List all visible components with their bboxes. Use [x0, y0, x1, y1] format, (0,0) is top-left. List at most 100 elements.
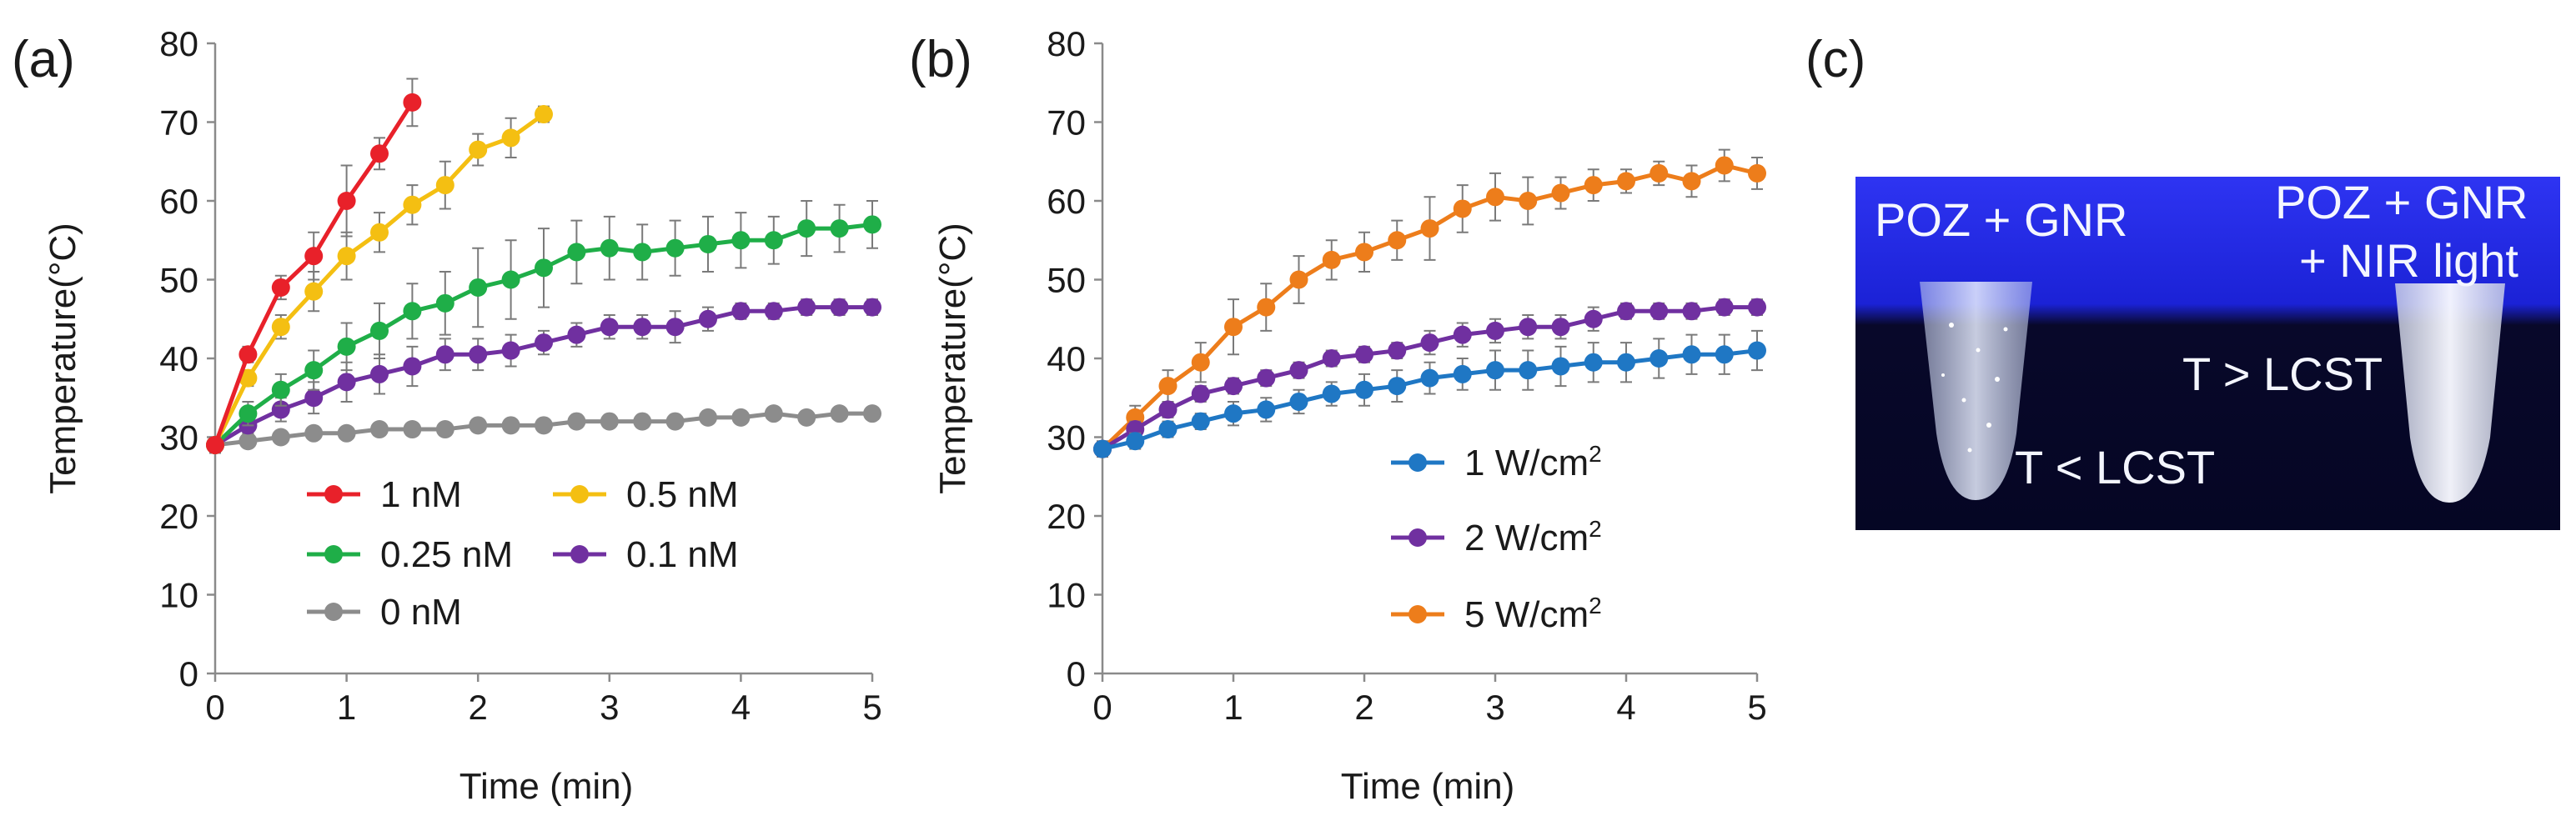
- legend-swatch-marker: [1409, 453, 1427, 472]
- chart-b-ytick-label: 30: [1047, 418, 1086, 458]
- data-point: [1486, 321, 1504, 340]
- data-point: [304, 247, 324, 266]
- data-point: [1682, 172, 1701, 191]
- chart-a-ytick-label: 0: [179, 654, 198, 693]
- chart-a-ytick-label: 60: [159, 182, 198, 221]
- data-point: [1126, 432, 1145, 451]
- chart-a-ytick-label: 70: [159, 103, 198, 143]
- chart-b-ytick-label: 70: [1047, 103, 1086, 143]
- chart-b-ticks: 0 10 20 30 40 50 60 70 80 0 1 2 3 4 5: [1047, 24, 1766, 727]
- chart-a-ytick-label: 30: [159, 418, 198, 458]
- data-point: [1584, 176, 1603, 195]
- data-point: [1650, 163, 1669, 183]
- panel-a-label: (a): [12, 31, 75, 88]
- chart-a-xtick-label: 4: [731, 688, 751, 727]
- chart-a-ytick-label: 50: [159, 261, 198, 300]
- data-point: [535, 416, 553, 435]
- data-point: [1158, 420, 1178, 439]
- data-point: [239, 368, 258, 388]
- data-point: [1617, 172, 1635, 191]
- photo-panel: (c) POZ + GNR POZ + GNR + NIR light T < …: [1805, 31, 2560, 530]
- chart-b-xtick-label: 0: [1092, 688, 1112, 727]
- data-point: [1257, 400, 1276, 419]
- data-point: [535, 333, 553, 353]
- data-point: [1519, 318, 1538, 337]
- legend-entry: 2 W/cm2: [1391, 516, 1602, 558]
- data-point: [830, 219, 849, 238]
- data-point: [1617, 353, 1635, 372]
- data-point: [1486, 361, 1504, 380]
- data-point: [1682, 302, 1701, 321]
- data-point: [863, 215, 881, 234]
- data-point: [1650, 302, 1669, 321]
- legend-swatch-marker: [570, 485, 589, 503]
- data-point: [1388, 341, 1407, 360]
- data-point: [370, 144, 389, 163]
- data-point: [1584, 353, 1603, 372]
- data-point: [665, 318, 685, 337]
- data-point: [1650, 349, 1669, 368]
- data-point: [1224, 318, 1243, 337]
- data-point: [239, 345, 258, 364]
- data-point: [1551, 318, 1570, 337]
- data-point: [633, 412, 652, 431]
- chart-b-ytick-label: 20: [1047, 497, 1086, 536]
- legend-entry: 5 W/cm2: [1391, 593, 1602, 635]
- legend-entry: 0.5 nM: [553, 474, 739, 515]
- data-point: [337, 373, 356, 392]
- data-point: [1257, 298, 1276, 317]
- data-point: [731, 408, 751, 427]
- data-point: [1748, 298, 1766, 317]
- data-point: [469, 140, 488, 159]
- data-point: [1420, 219, 1439, 238]
- chart-a-ticks: 0 10 20 30 40 50 60 70 80 0 1 2 3 4 5: [159, 24, 881, 727]
- legend-entry: 0.1 nM: [553, 534, 739, 575]
- chart-a-ytick-label: 80: [159, 24, 198, 63]
- left-tube-label: T < LCST: [2015, 441, 2215, 493]
- data-point: [403, 93, 422, 112]
- data-point: [1388, 377, 1407, 396]
- data-point: [633, 318, 652, 337]
- data-point: [1748, 341, 1766, 360]
- data-point: [1617, 302, 1635, 321]
- data-point: [1486, 188, 1504, 207]
- data-point: [699, 408, 717, 427]
- legend-swatch-marker: [1409, 528, 1427, 547]
- data-point: [600, 412, 619, 431]
- data-point: [1584, 309, 1603, 328]
- data-point: [1355, 380, 1373, 399]
- legend-label: 0 nM: [380, 592, 462, 633]
- chart-a-series-1-nm: [206, 78, 422, 454]
- chart-b-ytick-label: 10: [1047, 576, 1086, 615]
- data-point: [304, 388, 324, 408]
- data-point: [797, 408, 816, 427]
- chart-a-ytick-label: 40: [159, 339, 198, 378]
- data-point: [370, 420, 389, 439]
- data-point: [1453, 199, 1472, 218]
- data-point: [830, 298, 849, 317]
- chart-b-marks: [1093, 148, 1766, 458]
- data-point: [1420, 333, 1439, 353]
- data-point: [699, 234, 717, 253]
- data-point: [469, 278, 488, 297]
- data-point: [435, 293, 454, 313]
- data-point: [567, 412, 586, 431]
- legend-label: 0.1 nM: [626, 534, 739, 575]
- data-point: [797, 298, 816, 317]
- legend-entry: 1 nM: [307, 474, 462, 515]
- data-point: [1551, 357, 1570, 376]
- data-point: [731, 231, 751, 250]
- data-point: [304, 282, 324, 301]
- data-point: [1453, 364, 1472, 383]
- data-point: [403, 195, 422, 214]
- chart-b-legend: 1 W/cm2 2 W/cm2 5 W/cm2: [1391, 441, 1602, 635]
- data-point: [1289, 270, 1308, 289]
- chart-b-xtick-label: 3: [1485, 688, 1504, 727]
- legend-label: 2 W/cm2: [1464, 516, 1602, 558]
- legend-swatch-marker: [1409, 605, 1427, 623]
- tube-left: [1920, 282, 2032, 500]
- data-point: [271, 278, 290, 297]
- data-point: [665, 412, 685, 431]
- data-point: [1322, 250, 1341, 269]
- photo-right-label-1: POZ + GNR: [2275, 176, 2528, 228]
